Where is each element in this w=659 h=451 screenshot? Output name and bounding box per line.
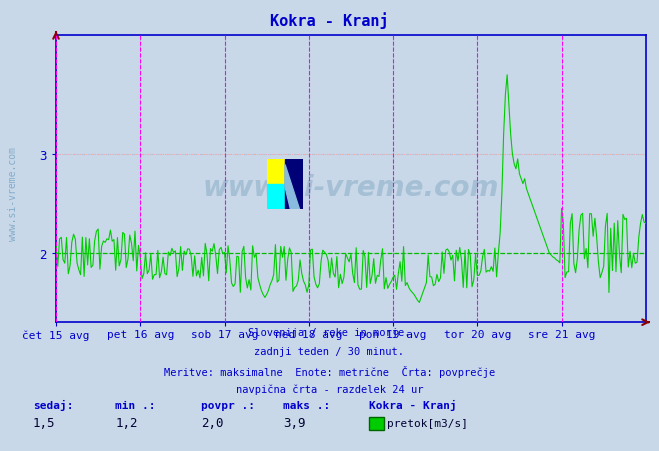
Text: www.si-vreme.com: www.si-vreme.com	[8, 147, 18, 241]
Text: povpr .:: povpr .:	[201, 400, 255, 410]
Text: www.si-vreme.com: www.si-vreme.com	[203, 174, 499, 202]
Text: 3,9: 3,9	[283, 416, 306, 429]
Text: sedaj:: sedaj:	[33, 399, 73, 410]
Text: zadnji teden / 30 minut.: zadnji teden / 30 minut.	[254, 346, 405, 356]
Text: 2,0: 2,0	[201, 416, 223, 429]
Text: Slovenija / reke in morje.: Slovenija / reke in morje.	[248, 327, 411, 337]
Polygon shape	[285, 160, 303, 210]
Polygon shape	[285, 165, 299, 210]
Text: navpična črta - razdelek 24 ur: navpična črta - razdelek 24 ur	[236, 384, 423, 394]
Text: Kokra - Kranj: Kokra - Kranj	[270, 12, 389, 29]
Text: Meritve: maksimalne  Enote: metrične  Črta: povprečje: Meritve: maksimalne Enote: metrične Črta…	[164, 365, 495, 377]
Bar	[267, 160, 285, 185]
Bar	[267, 185, 285, 210]
Text: min .:: min .:	[115, 400, 156, 410]
Text: Kokra - Kranj: Kokra - Kranj	[369, 399, 457, 410]
Text: maks .:: maks .:	[283, 400, 331, 410]
Text: 1,2: 1,2	[115, 416, 138, 429]
Text: pretok[m3/s]: pretok[m3/s]	[387, 418, 469, 428]
Text: 1,5: 1,5	[33, 416, 55, 429]
